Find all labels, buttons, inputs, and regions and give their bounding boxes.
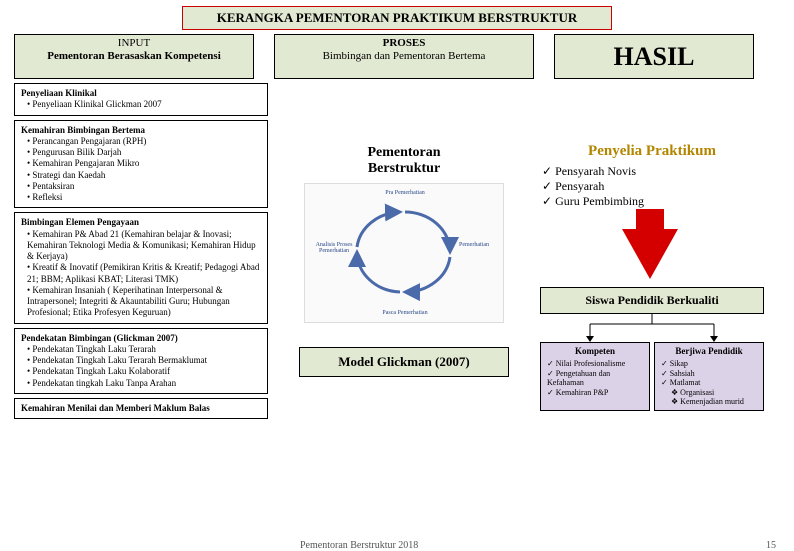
pendekatan-item: Pendekatan Tingkah Laku Terarah (27, 344, 261, 355)
menilai-text: Kemahiran Menilai dan Memberi Maklum Bal… (21, 403, 210, 413)
middle-column: Pementoran Berstruktur Pra Pemerhatian P… (274, 83, 534, 423)
kompeten-heading: Kompeten (545, 346, 645, 357)
klinikal-heading: Penyeliaan Klinikal (21, 88, 261, 99)
kompeten-item: Nilai Profesionalisme (547, 359, 645, 369)
elemen-heading: Bimbingan Elemen Pengayaan (21, 217, 261, 228)
mid-title-1: Pementoran (274, 145, 534, 161)
kemahiran-item: Strategi dan Kaedah (27, 170, 261, 181)
kompeten-item: Pengetahuan dan Kefahaman (547, 369, 645, 388)
pendekatan-item: Pendekatan Tingkah Laku Terarah Bermaklu… (27, 355, 261, 366)
pendekatan-item: Pendekatan tingkah Laku Tanpa Arahan (27, 378, 261, 389)
klinikal-item: Penyeliaan Klinikal Glickman 2007 (27, 99, 261, 110)
kemahiran-item: Perancangan Pengajaran (RPH) (27, 136, 261, 147)
berjiwa-item: Sahsiah (661, 369, 759, 379)
kompeten-box: Kompeten Nilai ProfesionalismePengetahua… (540, 342, 650, 411)
kemahiran-item: Pengurusan Bilik Darjah (27, 147, 261, 158)
box-klinikal: Penyeliaan Klinikal Penyeliaan Klinikal … (14, 83, 268, 116)
mid-title: Pementoran Berstruktur (274, 145, 534, 177)
berjiwa-subitem: Organisasi (671, 388, 759, 398)
left-column: Penyeliaan Klinikal Penyeliaan Klinikal … (14, 83, 268, 423)
elemen-item: Kreatif & Inovatif (Pemikiran Kritis & K… (27, 262, 261, 285)
right-column: Penyelia Praktikum Pensyarah NovisPensya… (540, 83, 764, 423)
cycle-diagram: Pra Pemerhatian Pemerhatian Pasca Pemerh… (304, 183, 504, 323)
footer-text: Pementoran Berstruktur 2018 (300, 540, 418, 551)
mid-title-2: Berstruktur (274, 161, 534, 177)
pendekatan-heading: Pendekatan Bimbingan (Glickman 2007) (21, 333, 261, 344)
header-hasil: HASIL (554, 34, 754, 79)
header-proses-top: PROSES (279, 37, 529, 50)
siswa-box: Siswa Pendidik Berkualiti (540, 287, 764, 314)
penyelia-item: Guru Pembimbing (542, 194, 764, 209)
pendekatan-item: Pendekatan Tingkah Laku Kolaboratif (27, 366, 261, 377)
kemahiran-item: Refleksi (27, 192, 261, 203)
elemen-item: Kemahiran Insaniah ( Keperihatinan Inter… (27, 285, 261, 319)
kemahiran-heading: Kemahiran Bimbingan Bertema (21, 125, 261, 136)
berjiwa-item: Sikap (661, 359, 759, 369)
box-pendekatan: Pendekatan Bimbingan (Glickman 2007) Pen… (14, 328, 268, 394)
berjiwa-heading: Berjiwa Pendidik (659, 346, 759, 357)
cycle-arrows-icon (345, 202, 465, 302)
penyelia-item: Pensyarah Novis (542, 164, 764, 179)
berjiwa-item: Matlamat (661, 378, 759, 388)
box-elemen: Bimbingan Elemen Pengayaan Kemahiran P& … (14, 212, 268, 323)
kemahiran-item: Kemahiran Pengajaran Mikro (27, 158, 261, 169)
header-proses-sub: Bimbingan dan Pementoran Bertema (279, 50, 529, 63)
header-input-top: INPUT (19, 37, 249, 50)
main-title: KERANGKA PEMENTORAN PRAKTIKUM BERSTRUKTU… (182, 6, 612, 30)
cycle-node-1: Pra Pemerhatian (380, 190, 430, 196)
page-number: 15 (766, 540, 776, 551)
fork-connector (540, 314, 764, 342)
header-input: INPUT Pementoran Berasaskan Kompetensi (14, 34, 254, 79)
header-proses: PROSES Bimbingan dan Pementoran Bertema (274, 34, 534, 79)
header-input-sub: Pementoran Berasaskan Kompetensi (19, 50, 249, 63)
kemahiran-item: Pentaksiran (27, 181, 261, 192)
elemen-item: Kemahiran P& Abad 21 (Kemahiran belajar … (27, 229, 261, 263)
berjiwa-subitem: Kemenjadian murid (671, 397, 759, 407)
box-kemahiran: Kemahiran Bimbingan Bertema Perancangan … (14, 120, 268, 209)
kompeten-item: Kemahiran P&P (547, 388, 645, 398)
model-box: Model Glickman (2007) (299, 347, 509, 377)
berjiwa-box: Berjiwa Pendidik SikapSahsiahMatlamat Or… (654, 342, 764, 411)
penyelia-title: Penyelia Praktikum (540, 143, 764, 160)
penyelia-item: Pensyarah (542, 179, 764, 194)
cycle-node-3: Pasca Pemerhatian (380, 310, 430, 316)
box-menilai: Kemahiran Menilai dan Memberi Maklum Bal… (14, 398, 268, 419)
